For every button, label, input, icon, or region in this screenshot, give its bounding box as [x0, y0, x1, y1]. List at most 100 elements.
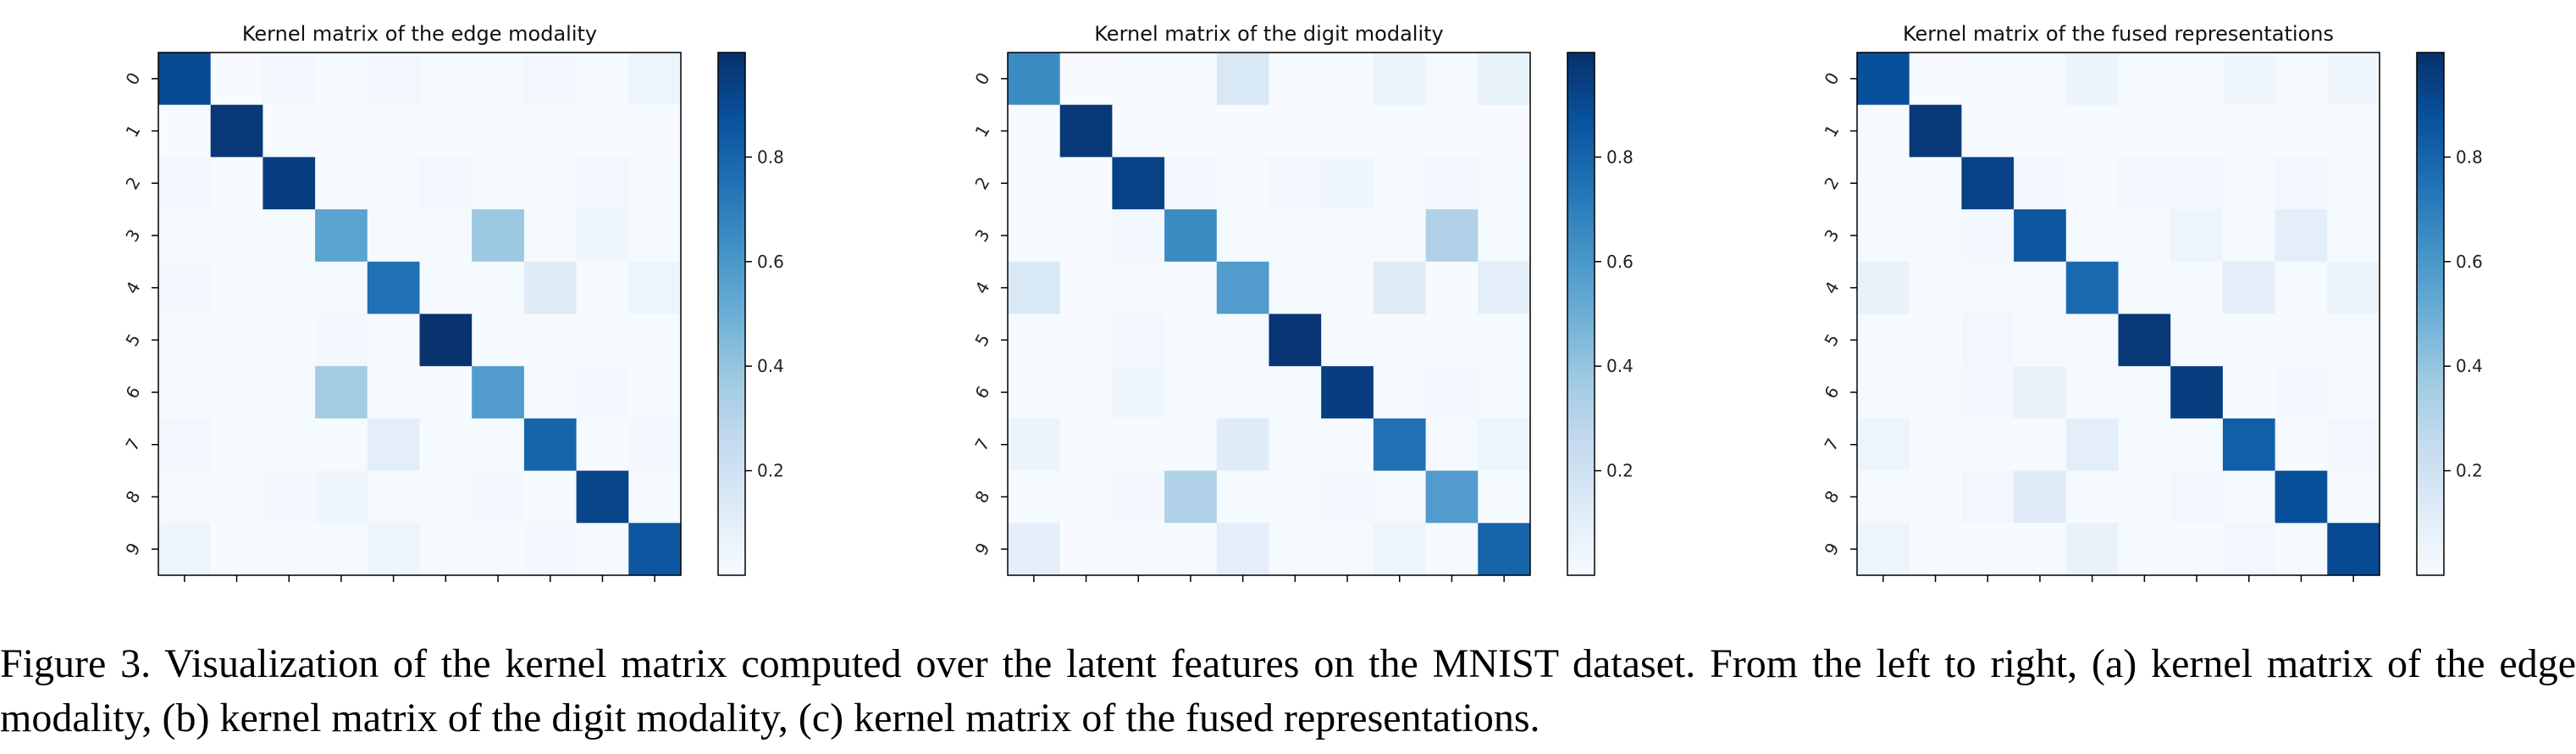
heatmap-cell — [576, 53, 629, 106]
heatmap-cell — [1321, 157, 1374, 210]
y-tick-label: 7 — [121, 435, 144, 454]
y-tick-label: 1 — [1820, 121, 1843, 141]
heatmap-cell — [1059, 104, 1113, 158]
heatmap-cell — [1321, 313, 1374, 367]
heatmap-cell — [367, 261, 420, 314]
heatmap-cell — [1059, 313, 1113, 367]
heatmap-cell — [1216, 209, 1269, 263]
heatmap-panel-2: Kernel matrix of the digit modality 0 1 2 3 4… — [970, 22, 1633, 593]
heatmap-cell — [2275, 209, 2328, 263]
heatmap-cell — [367, 53, 420, 106]
heatmap-cell — [263, 470, 316, 524]
y-tick-label: 9 — [1820, 540, 1843, 559]
heatmap-cell — [1216, 104, 1269, 158]
heatmap-cell — [315, 366, 368, 419]
heatmap-cell — [1425, 470, 1479, 524]
heatmap-cell — [1478, 53, 1531, 106]
heatmap-cell — [628, 209, 682, 263]
heatmap-cell — [1425, 53, 1479, 106]
heatmap-cell — [1059, 366, 1113, 419]
heatmap-cell — [367, 366, 420, 419]
heatmap-cell — [2065, 157, 2119, 210]
heatmap-cell — [419, 157, 473, 210]
heatmap-cell — [1909, 418, 1962, 472]
heatmap-cell — [523, 418, 578, 472]
heatmap-cell — [1269, 157, 1322, 210]
heatmap-cell — [2065, 209, 2119, 263]
colorbar — [717, 52, 746, 576]
heatmap-cell — [2118, 104, 2171, 158]
heatmap-cell — [367, 104, 420, 158]
heatmap-cell — [1321, 104, 1374, 158]
heatmap-cell — [576, 366, 629, 419]
heatmap-cell — [1216, 261, 1269, 314]
heatmap-cell — [315, 104, 368, 158]
heatmap-cell — [523, 157, 578, 210]
heatmap-cell — [1059, 523, 1113, 576]
heatmap-cell — [1373, 209, 1427, 263]
heatmap-cell — [523, 209, 578, 263]
heatmap-cell — [1373, 157, 1427, 210]
heatmap-cell — [1909, 261, 1962, 314]
heatmap-cell — [158, 523, 212, 576]
heatmap-cell — [158, 470, 212, 524]
heatmap-cell — [1008, 418, 1061, 472]
heatmap-cell — [210, 104, 263, 158]
heatmap-cell — [2222, 523, 2276, 576]
heatmap-cell — [1373, 53, 1427, 106]
heatmap-cell — [1112, 261, 1165, 314]
colorbar-tick-label: 0.2 — [1606, 461, 1633, 481]
x-tick-label: 3 — [1179, 590, 1202, 593]
y-tick-label: 8 — [1820, 487, 1843, 507]
colorbar-tick-label: 0.4 — [757, 356, 784, 376]
heatmap-cell — [2118, 209, 2171, 263]
heatmap-cell — [1112, 209, 1165, 263]
x-tick-label: 4 — [1231, 590, 1254, 593]
heatmap-cell — [315, 53, 368, 106]
x-tick-label: 1 — [225, 590, 248, 593]
heatmap-cell — [2222, 470, 2276, 524]
heatmap-cell — [210, 470, 263, 524]
heatmap-cell — [263, 157, 316, 210]
heatmap-title: Kernel matrix of the digit modality — [1094, 22, 1443, 46]
heatmap-cell — [2118, 261, 2171, 314]
y-tick-label: 1 — [121, 121, 144, 141]
heatmap-cell — [472, 418, 525, 472]
heatmap-frame — [158, 52, 682, 576]
heatmap-cell — [2170, 418, 2224, 472]
heatmap-cell — [2065, 366, 2119, 419]
heatmap-cell — [1961, 157, 2015, 210]
heatmap-cell — [1216, 523, 1269, 576]
heatmap-cell — [2065, 261, 2119, 314]
y-tick-label: 3 — [121, 225, 144, 245]
heatmap-cell — [1425, 313, 1479, 367]
heatmap-cell — [2327, 523, 2380, 576]
heatmap-cell — [2275, 366, 2328, 419]
heatmap-cell — [419, 418, 473, 472]
heatmap-cell — [1059, 418, 1113, 472]
heatmap-cell — [1478, 261, 1531, 314]
heatmap-cell — [1857, 157, 1910, 210]
y-tick-label: 5 — [121, 330, 144, 350]
heatmap-cell — [1373, 418, 1427, 472]
y-tick-label: 6 — [121, 383, 144, 402]
y-tick-label: 5 — [1820, 330, 1843, 350]
y-tick-label: 7 — [1820, 435, 1843, 454]
y-tick-label: 0 — [970, 69, 993, 88]
heatmap-cell — [158, 366, 212, 419]
x-tick-label: 8 — [2290, 590, 2313, 593]
heatmap-cell — [1164, 366, 1218, 419]
heatmap-cell — [2014, 104, 2067, 158]
heatmap-cell — [2118, 366, 2171, 419]
heatmap-cell — [2222, 53, 2276, 106]
heatmap-cell — [1961, 313, 2015, 367]
heatmap-cell — [2327, 53, 2380, 106]
heatmap-cell — [1857, 104, 1910, 158]
heatmap-cell — [158, 313, 212, 367]
heatmap-cell — [1216, 418, 1269, 472]
heatmap-cell — [2118, 313, 2171, 367]
heatmap-cell — [210, 366, 263, 419]
heatmap-cell — [628, 366, 682, 419]
heatmap-cell — [263, 261, 316, 314]
heatmap-cell — [576, 104, 629, 158]
